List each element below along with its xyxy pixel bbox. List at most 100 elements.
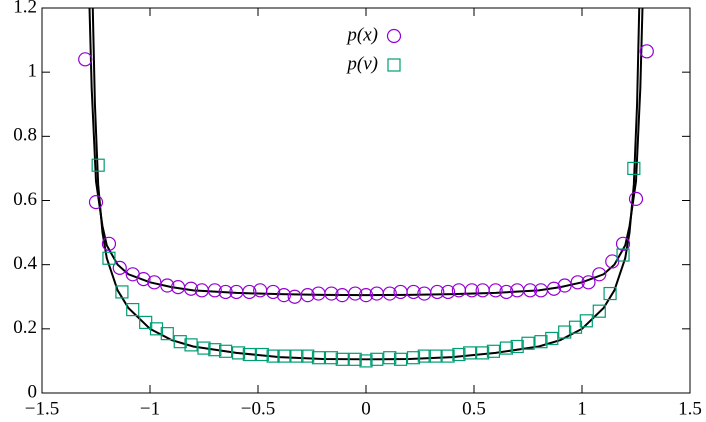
- point: [255, 347, 269, 362]
- point: [183, 281, 199, 296]
- y-tick-label: 0.6: [13, 189, 37, 210]
- point: [301, 349, 315, 363]
- point: [406, 351, 421, 365]
- point: [115, 285, 129, 299]
- fit-curve: [88, 8, 644, 297]
- point: [300, 288, 315, 303]
- point: [324, 286, 339, 301]
- point: [149, 322, 164, 336]
- point: [197, 341, 211, 355]
- plot-area: [78, 8, 654, 368]
- point: [370, 352, 384, 366]
- point: [112, 260, 127, 275]
- x-tick-label: −1.5: [25, 398, 59, 419]
- point: [276, 288, 292, 303]
- x-tick-label: 0.5: [462, 398, 486, 419]
- y-tick-label: 1: [28, 61, 38, 82]
- point: [231, 346, 246, 360]
- point: [570, 275, 585, 290]
- x-tick-label: 1.5: [678, 398, 702, 419]
- point: [592, 304, 606, 318]
- y-tick-label: 0: [28, 381, 38, 402]
- legend-marker: [386, 28, 402, 44]
- point: [102, 251, 116, 265]
- point: [78, 52, 93, 67]
- point: [383, 351, 397, 365]
- point: [616, 248, 630, 262]
- legend-label: p(v): [345, 53, 378, 74]
- point: [184, 338, 198, 352]
- point: [311, 351, 326, 365]
- point: [126, 302, 140, 317]
- point: [136, 272, 151, 287]
- point: [546, 281, 562, 296]
- point: [266, 284, 281, 300]
- point: [208, 343, 222, 357]
- point: [266, 349, 280, 363]
- point: [603, 286, 617, 301]
- point: [499, 284, 514, 300]
- point: [382, 286, 397, 301]
- point: [628, 191, 644, 206]
- point: [160, 278, 175, 293]
- point: [348, 286, 363, 301]
- y-tick-label: 0.2: [13, 317, 37, 338]
- point: [359, 354, 373, 368]
- point: [488, 283, 503, 298]
- point: [324, 351, 339, 365]
- legend-label: p(x): [345, 24, 378, 45]
- point: [486, 344, 501, 358]
- point: [242, 284, 257, 300]
- fit-curve: [91, 8, 641, 361]
- y-tick-label: 0.8: [13, 125, 37, 146]
- point: [510, 339, 524, 354]
- point: [440, 284, 456, 300]
- legend-marker: [387, 58, 401, 72]
- point: [499, 341, 513, 355]
- point: [545, 331, 559, 346]
- point: [463, 346, 477, 360]
- point: [417, 349, 431, 363]
- point: [173, 335, 187, 349]
- point: [358, 288, 374, 303]
- point: [627, 161, 641, 176]
- point: [218, 284, 233, 300]
- point: [523, 283, 538, 298]
- x-tick-label: 0: [361, 398, 371, 419]
- point: [160, 327, 174, 341]
- y-tick-label: 1.2: [13, 0, 37, 17]
- point: [579, 314, 593, 328]
- point: [592, 267, 607, 282]
- point: [207, 283, 222, 298]
- point: [557, 278, 572, 293]
- point: [219, 344, 233, 358]
- point: [558, 325, 572, 339]
- point: [534, 335, 548, 349]
- point: [139, 315, 153, 330]
- point: [615, 236, 631, 251]
- point: [393, 352, 408, 366]
- point: [639, 44, 654, 59]
- point: [147, 275, 162, 290]
- x-tick-label: −1: [140, 398, 160, 419]
- point: [430, 284, 445, 300]
- x-tick-label: 1: [577, 398, 587, 419]
- point: [101, 236, 117, 251]
- y-tick-label: 0.4: [13, 253, 37, 274]
- point: [452, 347, 466, 362]
- point: [464, 283, 479, 298]
- point: [581, 275, 596, 290]
- point: [348, 352, 362, 366]
- point: [88, 195, 104, 210]
- point: [521, 336, 535, 350]
- point: [441, 349, 455, 363]
- point: [242, 347, 256, 362]
- point: [91, 158, 105, 172]
- x-tick-label: −0.5: [241, 398, 275, 419]
- point: [476, 346, 490, 360]
- point: [277, 349, 291, 363]
- point: [428, 349, 442, 363]
- point: [335, 352, 349, 366]
- point: [290, 349, 304, 363]
